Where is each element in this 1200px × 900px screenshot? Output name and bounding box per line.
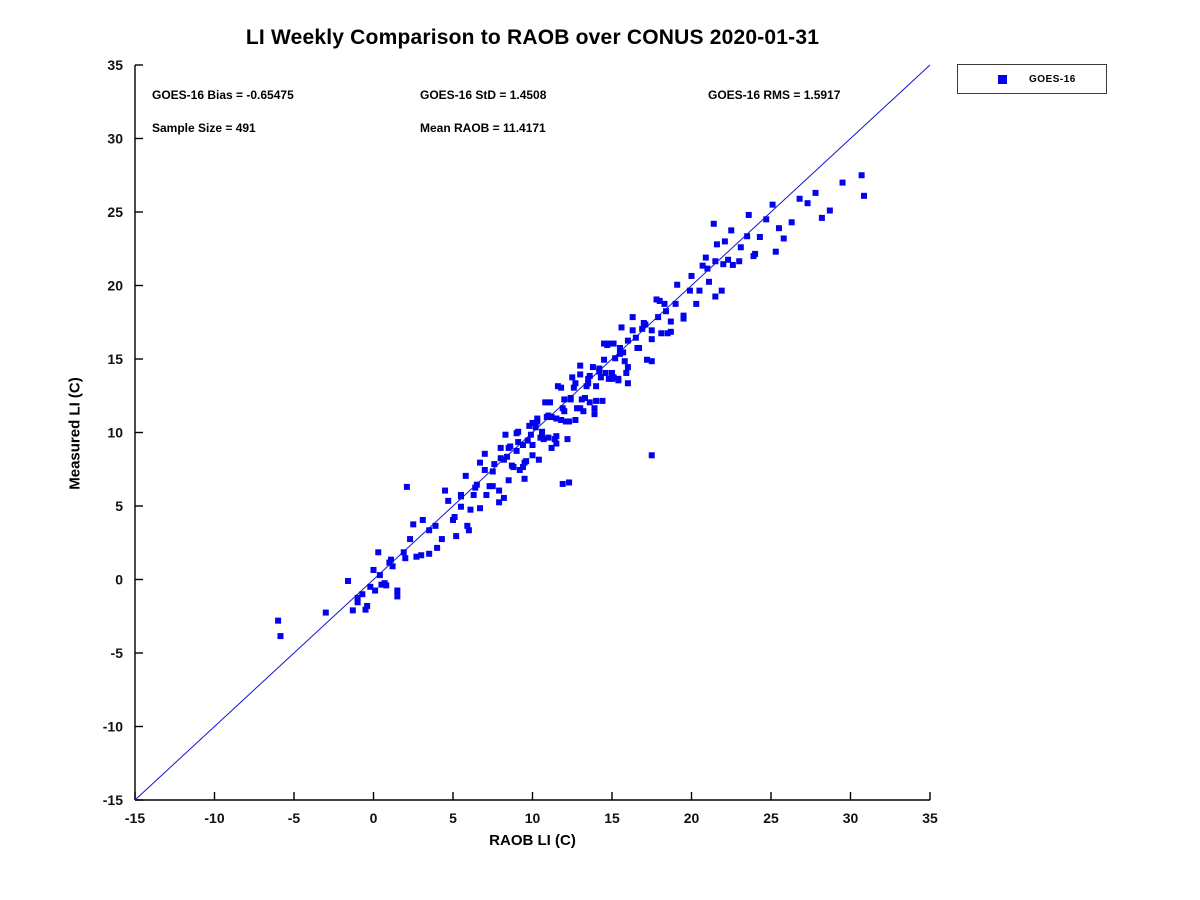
chart-title: LI Weekly Comparison to RAOB over CONUS … [245, 26, 820, 49]
tick-marks [134, 64, 931, 801]
annotation-sample-size: Sample Size = 491 [152, 121, 256, 135]
legend: GOES-16 [957, 64, 1107, 94]
annotation-bias: GOES-16 Bias = -0.65475 [152, 88, 294, 102]
annotation-rms: GOES-16 RMS = 1.5917 [708, 88, 841, 102]
svg-text:10: 10 [525, 810, 541, 826]
svg-text:25: 25 [763, 810, 779, 826]
svg-text:0: 0 [370, 810, 378, 826]
svg-text:5: 5 [115, 498, 123, 514]
svg-text:5: 5 [449, 810, 457, 826]
x-axis-label: RAOB LI (C) [489, 832, 576, 849]
tick-labels: -15 -10 -5 0 5 10 15 20 25 30 35 -15 -10 -5 0 5 10 15 20 25… [103, 57, 938, 826]
svg-text:35: 35 [107, 57, 123, 73]
svg-text:-10: -10 [204, 810, 224, 826]
svg-text:0: 0 [115, 572, 123, 588]
svg-text:15: 15 [604, 810, 620, 826]
svg-text:20: 20 [107, 278, 123, 294]
svg-text:10: 10 [107, 425, 123, 441]
svg-text:-15: -15 [125, 810, 145, 826]
svg-text:20: 20 [684, 810, 700, 826]
annotation-std: GOES-16 StD = 1.4508 [420, 88, 547, 102]
svg-text:30: 30 [843, 810, 859, 826]
legend-marker-square-icon [998, 74, 1007, 84]
svg-text:25: 25 [107, 204, 123, 220]
svg-text:-10: -10 [103, 719, 123, 735]
svg-text:30: 30 [107, 131, 123, 147]
svg-text:35: 35 [922, 810, 938, 826]
y-axis-label: Measured LI (C) [66, 377, 84, 490]
series-goes-16 [275, 172, 868, 640]
svg-text:-15: -15 [103, 792, 123, 808]
svg-text:-5: -5 [111, 645, 124, 661]
svg-text:15: 15 [107, 351, 123, 367]
annotation-mean-raob: Mean RAOB = 11.4171 [420, 121, 546, 135]
svg-text:-5: -5 [288, 810, 301, 826]
legend-label: GOES-16 [1029, 73, 1076, 85]
